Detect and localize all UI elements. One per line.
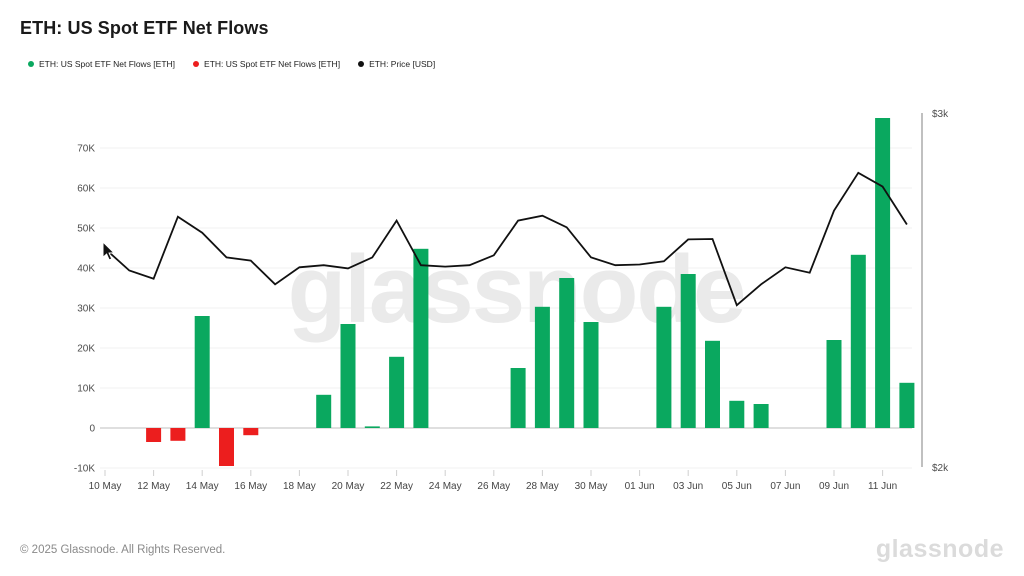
chart-title: ETH: US Spot ETF Net Flows [20, 18, 269, 38]
flow-bar[interactable] [899, 382, 915, 428]
flow-bar[interactable] [826, 340, 842, 428]
x-axis-label: 24 May [429, 481, 462, 492]
flow-bar[interactable] [243, 428, 259, 436]
flow-bars [146, 118, 915, 466]
y-axis-label: 20K [77, 344, 95, 355]
flow-bar[interactable] [583, 322, 599, 428]
price-line[interactable] [104, 171, 908, 307]
legend-dot-green-icon [28, 61, 34, 67]
y-axis-label: 40K [77, 264, 95, 275]
y-axis-label: -10K [74, 464, 95, 475]
flow-bar[interactable] [389, 356, 405, 428]
legend-dot-black-icon [358, 61, 365, 67]
legend-item-price[interactable]: ETH: Price [USD] [358, 59, 435, 69]
flow-bar[interactable] [194, 316, 210, 428]
legend-label-price: ETH: Price [USD] [369, 59, 436, 69]
flow-bar[interactable] [170, 428, 186, 441]
x-axis-label: 20 May [332, 481, 365, 492]
flow-bar[interactable] [340, 324, 356, 428]
right-axis-label: $3k [932, 109, 949, 120]
y-axis-label: 0 [89, 424, 95, 435]
mouse-cursor-icon [102, 241, 116, 261]
flow-bar[interactable] [534, 306, 550, 428]
flow-bar[interactable] [753, 404, 769, 428]
flow-bar[interactable] [146, 428, 162, 442]
x-axis-label: 26 May [477, 481, 510, 492]
x-axis-label: 18 May [283, 481, 316, 492]
right-axis-label: $2k [932, 463, 949, 474]
flow-bar[interactable] [850, 254, 866, 428]
x-axis-label: 01 Jun [625, 481, 655, 492]
x-axis-label: 30 May [575, 481, 608, 492]
legend-label-netflows-positive: ETH: US Spot ETF Net Flows [ETH] [39, 59, 176, 69]
flow-bar[interactable] [705, 340, 720, 428]
x-axis-label: 03 Jun [673, 481, 703, 492]
legend: ETH: US Spot ETF Net Flows [ETH] ETH: US… [28, 59, 435, 69]
x-axis-label: 05 Jun [722, 481, 752, 492]
y-axis-label: 50K [77, 224, 95, 235]
legend-item-netflows-negative[interactable]: ETH: US Spot ETF Net Flows [ETH] [193, 59, 340, 69]
x-axis-label: 09 Jun [819, 481, 849, 492]
x-axis-label: 10 May [89, 481, 122, 492]
copyright-text: © 2025 Glassnode. All Rights Reserved. [20, 544, 226, 556]
y-axis-label: 60K [77, 184, 95, 195]
flow-bar[interactable] [219, 428, 234, 466]
flow-bar[interactable] [364, 426, 380, 428]
legend-item-netflows-positive[interactable]: ETH: US Spot ETF Net Flows [ETH] [28, 59, 175, 69]
flow-bar[interactable] [559, 278, 575, 428]
x-axis-label: 07 Jun [770, 481, 800, 492]
x-axis-label: 22 May [380, 481, 413, 492]
flow-bar[interactable] [510, 368, 526, 428]
x-axis-label: 12 May [137, 481, 170, 492]
flow-bar[interactable] [656, 306, 672, 428]
x-axis-label: 28 May [526, 481, 559, 492]
x-axis-label: 11 Jun [868, 481, 897, 492]
x-axis-label: 14 May [186, 481, 219, 492]
glassnode-logo: glassnode [875, 535, 1004, 563]
flow-bar[interactable] [316, 394, 332, 428]
glassnode-watermark: glassnode [288, 236, 745, 343]
y-axis-label: 30K [77, 304, 95, 315]
legend-label-netflows-negative: ETH: US Spot ETF Net Flows [ETH] [204, 59, 341, 69]
flow-bar[interactable] [875, 118, 891, 428]
flow-bar[interactable] [729, 400, 745, 428]
y-axis-label: 10K [77, 384, 95, 395]
y-axis-label: 70K [77, 144, 95, 155]
flow-bar[interactable] [413, 248, 429, 428]
legend-dot-red-icon [193, 61, 200, 67]
x-axis-label: 16 May [234, 481, 267, 492]
flow-bar[interactable] [680, 274, 696, 428]
